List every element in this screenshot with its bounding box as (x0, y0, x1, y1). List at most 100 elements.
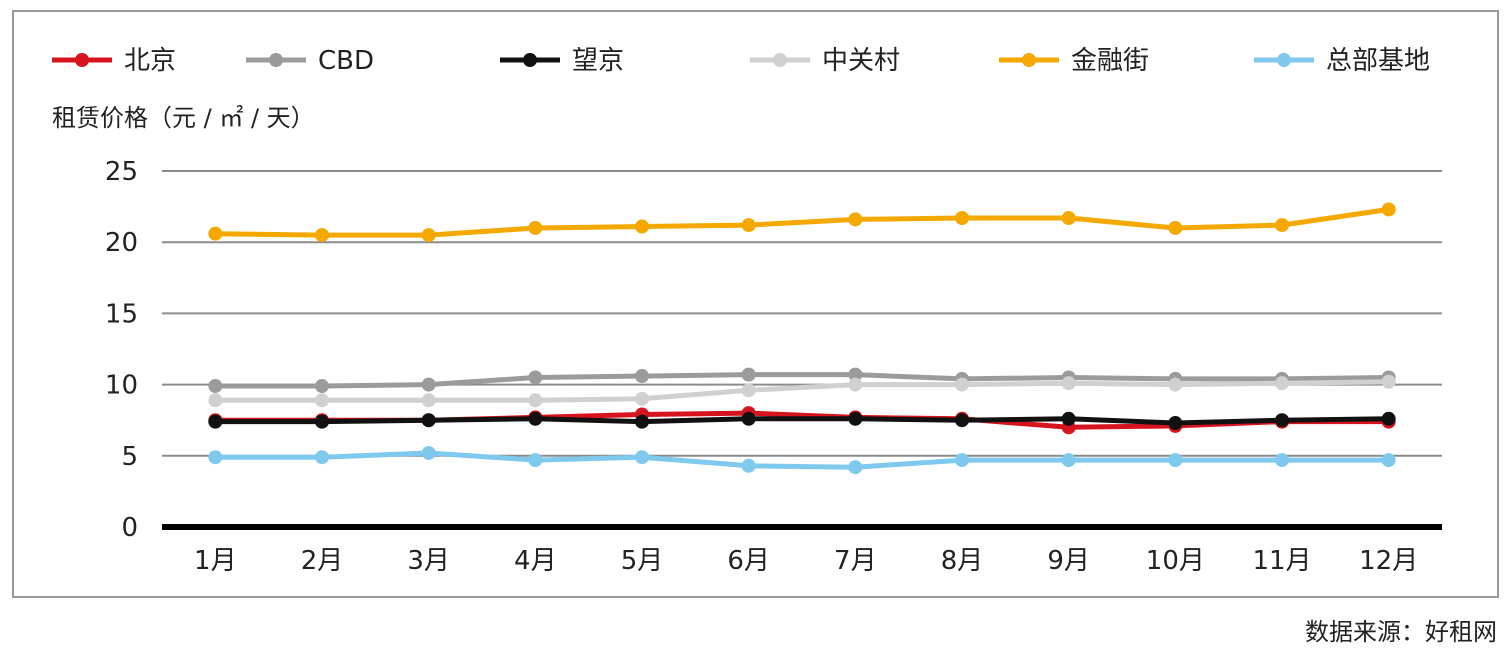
data-point (741, 383, 756, 398)
data-point (208, 414, 223, 429)
data-point (315, 379, 329, 394)
data-point (528, 220, 543, 235)
data-point (635, 219, 649, 234)
legend-label: 望京 (572, 46, 624, 76)
legend-label: 中关村 (822, 46, 900, 76)
x-tick-label: 4月 (514, 546, 557, 576)
data-point (1381, 411, 1396, 426)
y-tick-label: 25 (105, 157, 138, 187)
legend-swatch-marker (269, 53, 283, 67)
data-point (1168, 220, 1183, 235)
data-point (635, 391, 649, 406)
data-point (1168, 453, 1183, 468)
y-tick-label: 15 (105, 299, 138, 329)
data-point (528, 411, 543, 426)
data-point (528, 370, 543, 385)
legend-swatch-marker (523, 53, 537, 67)
data-point (955, 377, 969, 392)
data-point (315, 414, 329, 429)
legend-item: 总部基地 (1254, 46, 1430, 76)
legend-swatch-marker (75, 53, 89, 67)
x-tick-label: 8月 (941, 546, 984, 576)
data-point (848, 460, 863, 475)
series-line (215, 416, 1389, 426)
x-tick-label: 11月 (1252, 546, 1311, 576)
data-point (1061, 376, 1076, 391)
data-point (421, 393, 436, 408)
data-point (955, 453, 969, 468)
data-point (421, 228, 436, 243)
data-point (635, 369, 649, 384)
x-tick-label: 12月 (1359, 546, 1418, 576)
x-tick-label: 9月 (1047, 546, 1090, 576)
legend-item: CBD (246, 46, 374, 76)
data-point (421, 445, 436, 460)
data-point (1275, 413, 1289, 428)
data-point (635, 450, 649, 465)
legend: 北京 CBD 望京 中关村 金融街 总部基地 (52, 46, 1430, 76)
data-point (1168, 377, 1183, 392)
legend-item: 望京 (500, 46, 624, 76)
data-point (1381, 202, 1396, 217)
data-point (528, 453, 543, 468)
line-chart: 北京 CBD 望京 中关村 金融街 总部基地 租赁价格（元 / ㎡ / 天） 0 5 10 15… (52, 46, 1442, 576)
legend-label: 总部基地 (1326, 46, 1430, 76)
series-中关村 (208, 374, 1396, 408)
data-point (848, 367, 863, 382)
data-point (1275, 218, 1289, 233)
legend-label: 北京 (124, 46, 176, 76)
data-point (955, 413, 969, 428)
legend-label: CBD (318, 46, 374, 76)
series-望京 (208, 411, 1396, 431)
data-point (208, 450, 223, 465)
series-总部基地 (208, 445, 1396, 475)
y-tick-label: 20 (105, 228, 138, 258)
series-line (215, 372, 1389, 389)
data-point (1061, 210, 1076, 225)
data-point (1275, 453, 1289, 468)
x-tick-label: 2月 (301, 546, 344, 576)
data-point (741, 367, 756, 382)
data-point (1381, 374, 1396, 389)
x-axis-ticks: 1月 2月 3月 4月 5月 6月 7月 8月 9月 10月 11月 12月 (194, 546, 1418, 576)
legend-swatch-marker (773, 53, 787, 67)
series-line (215, 379, 1389, 403)
legend-swatch-marker (1277, 53, 1291, 67)
data-point (1061, 453, 1076, 468)
series-line (215, 450, 1389, 470)
data-point (741, 458, 756, 473)
y-axis-label: 租赁价格（元 / ㎡ / 天） (52, 104, 315, 132)
chart-frame: 北京 CBD 望京 中关村 金融街 总部基地 租赁价格（元 / ㎡ / 天） 0 5 10 15… (12, 10, 1499, 598)
y-tick-label: 5 (121, 442, 138, 472)
y-tick-label: 10 (105, 371, 138, 401)
data-point (528, 393, 543, 408)
legend-item: 北京 (52, 46, 176, 76)
data-point (741, 411, 756, 426)
x-tick-label: 10月 (1146, 546, 1205, 576)
data-point (421, 413, 436, 428)
y-tick-label: 0 (121, 513, 138, 543)
data-point (315, 450, 329, 465)
data-point (1061, 411, 1076, 426)
data-point (848, 411, 863, 426)
x-tick-label: 6月 (727, 546, 770, 576)
data-point (208, 226, 223, 241)
x-tick-label: 7月 (834, 546, 877, 576)
data-point (315, 228, 329, 243)
data-point (1168, 416, 1183, 431)
data-point (848, 377, 863, 392)
x-tick-label: 3月 (407, 546, 450, 576)
data-point (1381, 453, 1396, 468)
x-tick-label: 1月 (194, 546, 237, 576)
series-lines (208, 202, 1396, 475)
legend-item: 中关村 (750, 46, 900, 76)
legend-item: 金融街 (999, 46, 1149, 76)
legend-swatch-marker (1022, 53, 1036, 67)
source-note: 数据来源：好租网 (1305, 618, 1497, 646)
x-tick-label: 5月 (621, 546, 664, 576)
data-point (848, 212, 863, 227)
data-point (421, 377, 436, 392)
legend-label: 金融街 (1071, 46, 1149, 76)
data-point (208, 393, 223, 408)
data-point (741, 218, 756, 233)
